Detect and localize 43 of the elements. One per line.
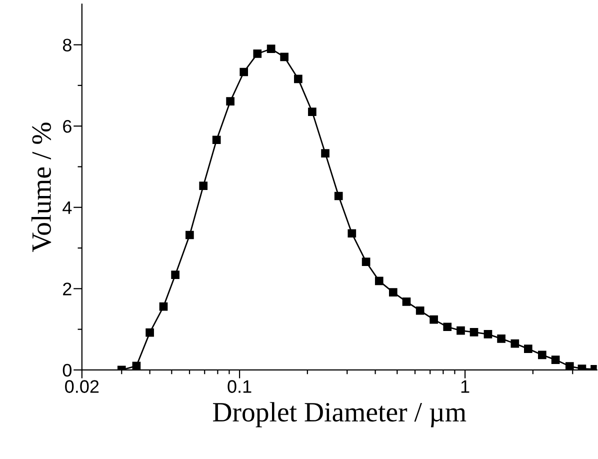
point	[199, 182, 208, 190]
point	[456, 326, 465, 335]
x-tick-label: 0.1	[228, 380, 252, 393]
point	[538, 350, 546, 360]
point	[132, 362, 141, 370]
point	[430, 315, 438, 324]
point	[159, 302, 168, 311]
point	[146, 328, 154, 337]
point	[565, 362, 574, 370]
y-tick-label: 0	[62, 364, 72, 377]
point	[212, 136, 221, 144]
point	[551, 356, 560, 364]
x-tick-label: 0.02	[65, 380, 99, 393]
x-axis-title: Droplet Diameter / µm	[212, 402, 466, 428]
point	[443, 322, 452, 332]
point	[402, 298, 411, 306]
y-tick-label: 2	[63, 282, 72, 296]
point	[416, 306, 424, 315]
x-tick-label: 1	[461, 380, 470, 393]
point	[334, 192, 343, 200]
point	[497, 334, 506, 343]
point	[524, 344, 532, 353]
point	[171, 270, 180, 280]
point	[484, 330, 492, 338]
point	[253, 50, 262, 58]
y-tick-label: 8	[62, 38, 72, 52]
y-tick-label: 6	[63, 120, 72, 133]
point	[308, 108, 316, 116]
point	[240, 68, 248, 76]
point	[510, 339, 520, 348]
point	[470, 328, 478, 336]
point	[186, 230, 194, 240]
point	[348, 229, 356, 238]
point	[266, 44, 276, 54]
point	[294, 74, 302, 84]
point	[280, 52, 289, 62]
point	[374, 276, 384, 286]
point	[362, 258, 370, 266]
point	[226, 97, 234, 106]
y-axis-title: Volume / %	[31, 122, 52, 252]
y-tick-label: 4	[62, 201, 72, 214]
point	[388, 288, 398, 296]
point	[321, 149, 330, 158]
